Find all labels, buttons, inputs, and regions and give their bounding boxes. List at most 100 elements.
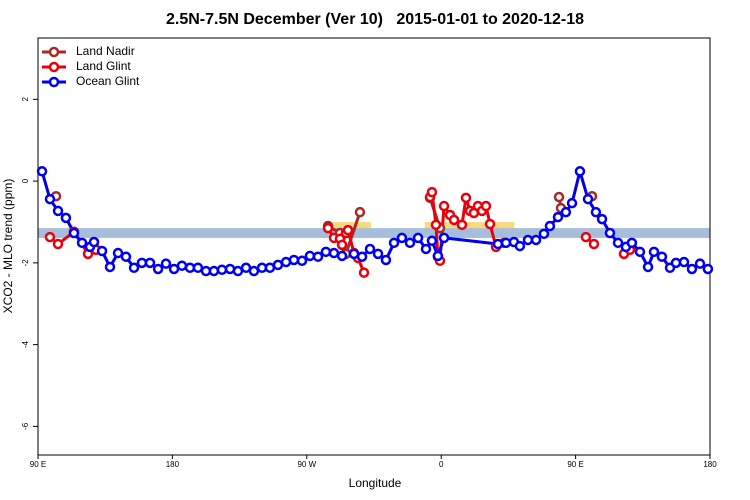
data-point <box>380 254 392 266</box>
data-point <box>438 200 450 212</box>
data-point <box>88 236 100 248</box>
data-point <box>596 213 608 225</box>
data-point <box>670 257 682 269</box>
data-point <box>68 227 80 239</box>
data-point <box>580 231 592 243</box>
data-point <box>322 222 334 234</box>
legend-label: Land Glint <box>76 59 131 73</box>
data-point <box>438 232 450 244</box>
data-point <box>388 237 400 249</box>
data-point <box>694 258 706 269</box>
data-point <box>358 267 370 278</box>
data-point <box>566 197 578 209</box>
data-point <box>492 238 504 250</box>
data-point <box>396 232 408 244</box>
legend-marker <box>48 61 60 73</box>
data-point <box>530 234 542 246</box>
data-point <box>642 261 654 273</box>
data-point <box>626 237 638 249</box>
data-point <box>430 219 442 231</box>
data-point <box>574 166 586 177</box>
data-point <box>96 245 108 257</box>
data-point <box>44 231 56 243</box>
data-point <box>612 237 624 249</box>
data-point <box>590 206 602 218</box>
data-point <box>264 262 276 274</box>
legend-label: Land Nadir <box>76 44 135 58</box>
data-point <box>248 265 260 277</box>
data-point <box>432 250 444 262</box>
data-point <box>120 251 132 262</box>
data-point <box>328 247 340 259</box>
data-point <box>176 260 188 271</box>
data-point <box>36 166 48 177</box>
x-tick-label: 180 <box>166 460 180 469</box>
y-tick-label: 2 <box>21 97 30 102</box>
legend-marker <box>48 46 60 58</box>
data-point <box>192 262 204 274</box>
y-tick-label: 0 <box>21 178 30 183</box>
x-tick-label: 90 W <box>297 460 316 469</box>
data-point <box>312 251 324 262</box>
data-point <box>44 193 56 205</box>
data-point <box>52 205 64 217</box>
data-point <box>354 206 366 218</box>
y-tick-label: -4 <box>21 341 30 349</box>
data-point <box>136 257 148 269</box>
x-tick-label: 180 <box>703 460 717 469</box>
data-point <box>272 259 284 271</box>
data-point <box>426 235 438 247</box>
data-point <box>336 239 348 251</box>
data-point <box>336 250 348 262</box>
data-point <box>112 247 124 259</box>
data-point <box>128 262 140 274</box>
data-point <box>702 263 714 275</box>
data-point <box>232 265 244 277</box>
legend-label: Ocean Glint <box>76 74 140 88</box>
data-point <box>648 246 660 258</box>
data-point <box>296 255 308 267</box>
data-point <box>152 263 164 275</box>
data-point <box>208 265 220 277</box>
data-point <box>686 263 698 275</box>
data-point <box>588 238 600 250</box>
data-point <box>553 191 565 203</box>
data-point <box>372 248 384 260</box>
data-point <box>678 256 690 268</box>
x-tick-label: 90 E <box>30 460 46 469</box>
data-point <box>216 264 228 276</box>
x-axis-label: Longitude <box>349 476 402 490</box>
data-point <box>538 228 550 240</box>
y-tick-label: -2 <box>21 259 30 267</box>
data-point <box>480 200 492 212</box>
data-point <box>604 227 616 239</box>
data-point <box>522 234 534 246</box>
data-point <box>544 220 556 232</box>
data-point <box>320 246 332 258</box>
data-point <box>304 250 316 262</box>
data-point <box>456 219 468 231</box>
data-point <box>356 251 368 262</box>
data-point <box>288 254 300 266</box>
data-point <box>364 243 376 255</box>
data-point <box>484 218 496 230</box>
data-point <box>552 211 564 223</box>
data-point <box>52 238 64 250</box>
data-point <box>104 261 116 273</box>
data-point <box>420 243 432 255</box>
data-point <box>76 237 88 249</box>
data-point <box>144 257 156 269</box>
data-point <box>348 248 360 260</box>
data-point <box>656 251 668 262</box>
data-point <box>634 246 646 258</box>
data-point <box>448 214 460 226</box>
data-point <box>560 206 572 218</box>
data-point <box>404 237 416 249</box>
x-tick-label: 90 E <box>567 460 583 469</box>
chart-title: 2.5N-7.5N December (Ver 10) 2015-01-01 t… <box>166 11 584 28</box>
y-tick-label: -6 <box>21 422 30 430</box>
data-point <box>342 224 354 236</box>
data-point <box>460 192 472 204</box>
